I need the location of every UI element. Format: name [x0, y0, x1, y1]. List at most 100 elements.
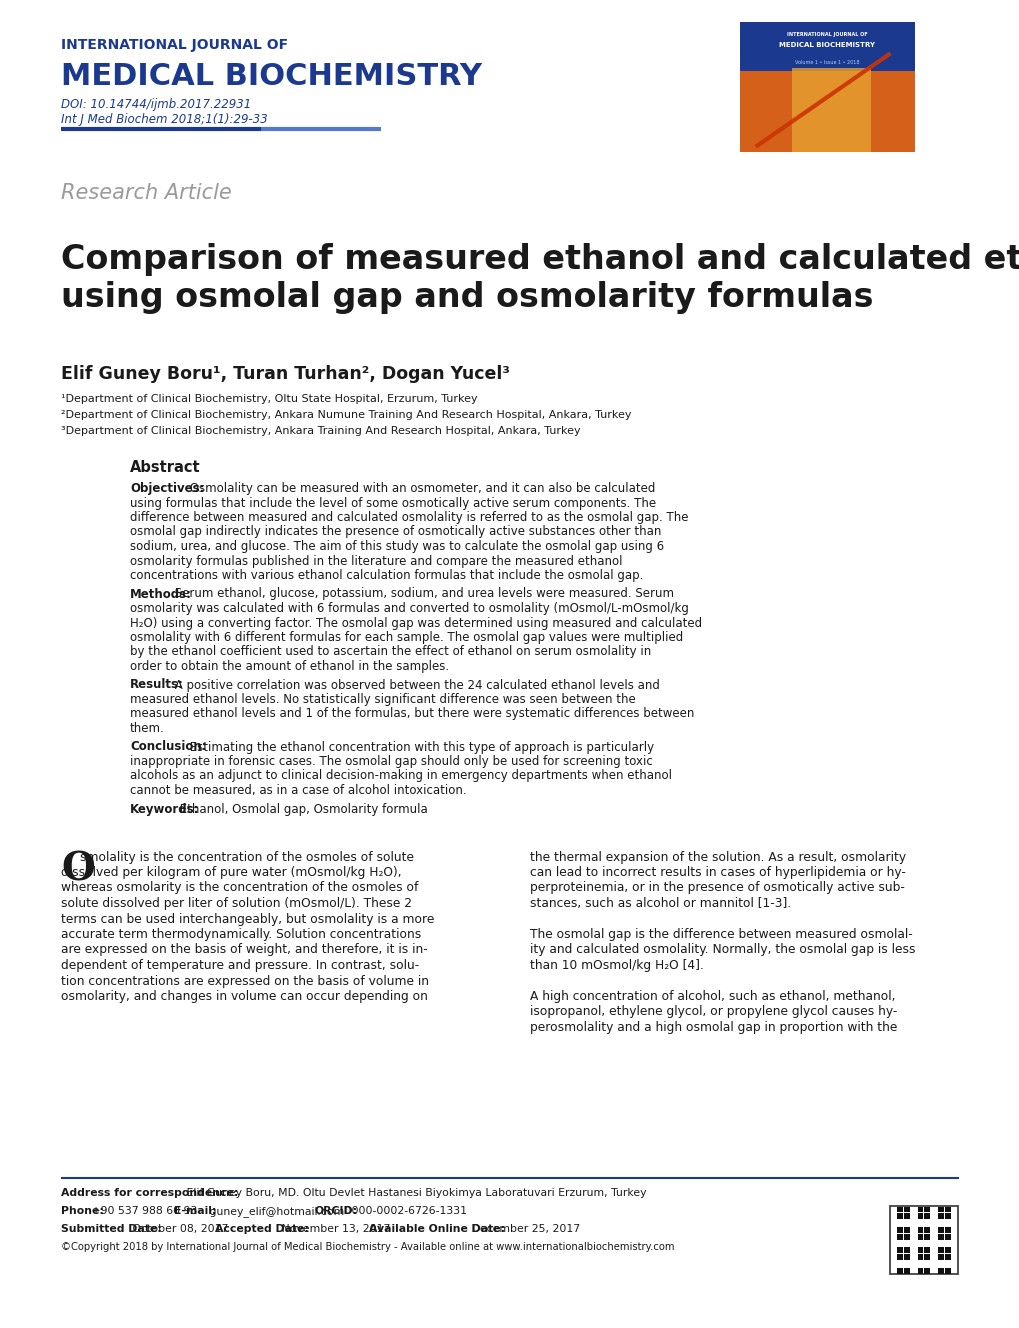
- Text: tion concentrations are expressed on the basis of volume in: tion concentrations are expressed on the…: [61, 975, 429, 988]
- Text: MEDICAL BIOCHEMISTRY: MEDICAL BIOCHEMISTRY: [779, 42, 874, 48]
- Text: terms can be used interchangeably, but osmolality is a more: terms can be used interchangeably, but o…: [61, 912, 434, 926]
- Bar: [944, 1247, 950, 1254]
- Text: 0000-0002-6726-1331: 0000-0002-6726-1331: [341, 1206, 467, 1216]
- Text: O: O: [61, 850, 95, 888]
- Text: solute dissolved per liter of solution (mOsmol/L). These 2: solute dissolved per liter of solution (…: [61, 896, 412, 910]
- Text: dependent of temperature and pressure. In contrast, solu-: dependent of temperature and pressure. I…: [61, 959, 419, 972]
- Text: ³Department of Clinical Biochemistry, Ankara Training And Research Hospital, Ank: ³Department of Clinical Biochemistry, An…: [61, 426, 580, 436]
- Bar: [897, 1234, 902, 1239]
- Text: measured ethanol levels and 1 of the formulas, but there were systematic differe: measured ethanol levels and 1 of the for…: [129, 708, 694, 721]
- Text: concentrations with various ethanol calculation formulas that include the osmola: concentrations with various ethanol calc…: [129, 568, 643, 582]
- Bar: [923, 1254, 929, 1260]
- Bar: [944, 1268, 950, 1274]
- Text: sodium, urea, and glucose. The aim of this study was to calculate the osmolal ga: sodium, urea, and glucose. The aim of th…: [129, 540, 663, 552]
- Text: stances, such as alcohol or mannitol [1-3].: stances, such as alcohol or mannitol [1-…: [530, 896, 791, 910]
- Text: Research Article: Research Article: [61, 183, 231, 203]
- Bar: [937, 1227, 943, 1232]
- Bar: [937, 1254, 943, 1260]
- Bar: [937, 1268, 943, 1274]
- Text: isopropanol, ethylene glycol, or propylene glycol causes hy-: isopropanol, ethylene glycol, or propyle…: [530, 1005, 897, 1019]
- Text: Comparison of measured ethanol and calculated ethanol: Comparison of measured ethanol and calcu…: [61, 243, 1019, 276]
- Text: Elif Guney Boru, MD. Oltu Devlet Hastanesi Biyokimya Laboratuvari Erzurum, Turke: Elif Guney Boru, MD. Oltu Devlet Hastane…: [183, 1189, 646, 1198]
- Text: Methods:: Methods:: [129, 587, 192, 600]
- Bar: [897, 1214, 902, 1219]
- Text: them.: them.: [129, 722, 165, 734]
- Bar: [917, 1268, 922, 1274]
- Text: Conclusion:: Conclusion:: [129, 741, 207, 753]
- Text: dissolved per kilogram of pure water (mOsmol/kg H₂O),: dissolved per kilogram of pure water (mO…: [61, 866, 401, 879]
- Bar: [903, 1207, 909, 1212]
- Text: +90 537 988 60 93: +90 537 988 60 93: [88, 1206, 201, 1216]
- Bar: [944, 1254, 950, 1260]
- Text: Abstract: Abstract: [129, 459, 201, 475]
- Bar: [897, 1268, 902, 1274]
- Text: MEDICAL BIOCHEMISTRY: MEDICAL BIOCHEMISTRY: [61, 62, 482, 92]
- Text: Elif Guney Boru¹, Turan Turhan², Dogan Yucel³: Elif Guney Boru¹, Turan Turhan², Dogan Y…: [61, 365, 510, 382]
- Text: ©Copyright 2018 by International Journal of Medical Biochemistry - Available onl: ©Copyright 2018 by International Journal…: [61, 1242, 674, 1252]
- Bar: [944, 1227, 950, 1232]
- Text: Available Online Date:: Available Online Date:: [368, 1224, 504, 1234]
- Bar: [792, 68, 870, 151]
- Text: ORCID:: ORCID:: [314, 1206, 357, 1216]
- Bar: [917, 1234, 922, 1239]
- Text: E-mail:: E-mail:: [174, 1206, 216, 1216]
- Text: Results:: Results:: [129, 679, 183, 692]
- Bar: [923, 1214, 929, 1219]
- Text: are expressed on the basis of weight, and therefore, it is in-: are expressed on the basis of weight, an…: [61, 943, 427, 956]
- Bar: [923, 1234, 929, 1239]
- Bar: [739, 23, 914, 151]
- Bar: [903, 1234, 909, 1239]
- Text: the thermal expansion of the solution. As a result, osmolarity: the thermal expansion of the solution. A…: [530, 850, 905, 863]
- Text: Objectives:: Objectives:: [129, 482, 204, 495]
- Text: Serum ethanol, glucose, potassium, sodium, and urea levels were measured. Serum: Serum ethanol, glucose, potassium, sodiu…: [170, 587, 674, 600]
- Bar: [937, 1234, 943, 1239]
- Bar: [897, 1247, 902, 1254]
- Bar: [897, 1254, 902, 1260]
- Text: measured ethanol levels. No statistically significant difference was seen betwee: measured ethanol levels. No statisticall…: [129, 693, 635, 706]
- Text: osmolarity was calculated with 6 formulas and converted to osmolality (mOsmol/L-: osmolarity was calculated with 6 formula…: [129, 602, 688, 615]
- Bar: [903, 1214, 909, 1219]
- Bar: [917, 1254, 922, 1260]
- Text: osmolarity formulas published in the literature and compare the measured ethanol: osmolarity formulas published in the lit…: [129, 555, 622, 567]
- Text: alcohols as an adjunct to clinical decision-making in emergency departments when: alcohols as an adjunct to clinical decis…: [129, 769, 672, 782]
- Text: October 08, 2017: October 08, 2017: [128, 1224, 235, 1234]
- Bar: [917, 1207, 922, 1212]
- Bar: [923, 1227, 929, 1232]
- Text: osmolality with 6 different formulas for each sample. The osmolal gap values wer: osmolality with 6 different formulas for…: [129, 631, 683, 644]
- Text: using formulas that include the level of some osmotically active serum component: using formulas that include the level of…: [129, 497, 655, 510]
- Bar: [897, 1227, 902, 1232]
- Text: Submitted Date:: Submitted Date:: [61, 1224, 162, 1234]
- Text: Accepted Date:: Accepted Date:: [215, 1224, 309, 1234]
- Text: accurate term thermodynamically. Solution concentrations: accurate term thermodynamically. Solutio…: [61, 928, 421, 942]
- Bar: [944, 1214, 950, 1219]
- Text: Int J Med Biochem 2018;1(1):29-33: Int J Med Biochem 2018;1(1):29-33: [61, 113, 268, 126]
- Bar: [917, 1214, 922, 1219]
- Text: osmolarity, and changes in volume can occur depending on: osmolarity, and changes in volume can oc…: [61, 989, 427, 1003]
- Text: guney_elif@hotmail.com: guney_elif@hotmail.com: [206, 1206, 347, 1216]
- Text: INTERNATIONAL JOURNAL OF: INTERNATIONAL JOURNAL OF: [61, 39, 287, 52]
- Text: ²Department of Clinical Biochemistry, Ankara Numune Training And Research Hospit: ²Department of Clinical Biochemistry, An…: [61, 410, 631, 420]
- Text: osmolal gap indirectly indicates the presence of osmotically active substances o: osmolal gap indirectly indicates the pre…: [129, 526, 660, 538]
- Bar: [903, 1227, 909, 1232]
- Bar: [937, 1214, 943, 1219]
- Text: can lead to incorrect results in cases of hyperlipidemia or hy-: can lead to incorrect results in cases o…: [530, 866, 905, 879]
- Text: Ethanol, Osmolal gap, Osmolarity formula: Ethanol, Osmolal gap, Osmolarity formula: [175, 802, 427, 815]
- Bar: [937, 1207, 943, 1212]
- Bar: [917, 1227, 922, 1232]
- Bar: [923, 1207, 929, 1212]
- Bar: [903, 1247, 909, 1254]
- Text: Phone:: Phone:: [61, 1206, 104, 1216]
- Text: ity and calculated osmolality. Normally, the osmolal gap is less: ity and calculated osmolality. Normally,…: [530, 943, 915, 956]
- Text: A high concentration of alcohol, such as ethanol, methanol,: A high concentration of alcohol, such as…: [530, 989, 895, 1003]
- Text: whereas osmolarity is the concentration of the osmoles of: whereas osmolarity is the concentration …: [61, 882, 418, 895]
- Bar: [903, 1268, 909, 1274]
- Text: Volume 1 • Issue 1 • 2018: Volume 1 • Issue 1 • 2018: [795, 60, 859, 65]
- Text: Keywords:: Keywords:: [129, 802, 200, 815]
- Bar: [937, 1247, 943, 1254]
- Bar: [923, 1268, 929, 1274]
- Text: by the ethanol coefficient used to ascertain the effect of ethanol on serum osmo: by the ethanol coefficient used to ascer…: [129, 645, 650, 659]
- Text: using osmolal gap and osmolarity formulas: using osmolal gap and osmolarity formula…: [61, 282, 872, 313]
- Text: Estimating the ethanol concentration with this type of approach is particularly: Estimating the ethanol concentration wit…: [185, 741, 653, 753]
- Text: H₂O) using a converting factor. The osmolal gap was determined using measured an: H₂O) using a converting factor. The osmo…: [129, 616, 701, 629]
- Text: INTERNATIONAL JOURNAL OF: INTERNATIONAL JOURNAL OF: [787, 32, 867, 37]
